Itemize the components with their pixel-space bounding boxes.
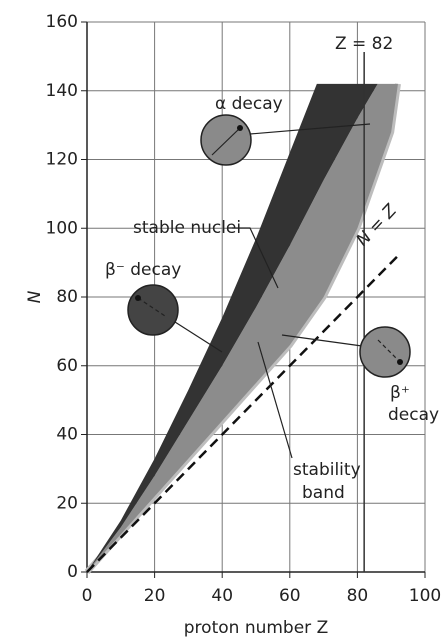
grid: 0 20 40 60 80 100 0 20 40 60 80 100 120 140 160 <box>46 12 442 606</box>
y-tick-label: 20 <box>56 493 78 513</box>
n-equals-z-line <box>86 254 399 573</box>
beta-minus-label: β⁻ decay <box>105 260 181 280</box>
alpha-circle <box>200 114 252 166</box>
y-tick-label: 120 <box>46 150 78 170</box>
y-tick-label: 100 <box>46 218 78 238</box>
alpha-dot <box>237 125 243 131</box>
y-tick-label: 0 <box>67 562 78 582</box>
x-tick-label: 40 <box>211 586 233 606</box>
beta-plus-dot <box>397 359 403 365</box>
y-tick-label: 140 <box>46 81 78 101</box>
beta-minus-circle <box>127 284 179 336</box>
marks: N = ZZ = 82 <box>84 34 401 574</box>
z-82-label: Z = 82 <box>335 34 393 54</box>
band-region <box>87 83 378 572</box>
y-tick-label: 80 <box>56 287 78 307</box>
x-tick-label: 60 <box>279 586 301 606</box>
annotations: α decay β⁻ decay β⁺ decay stable nuclei … <box>105 94 439 503</box>
x-axis-label: proton number Z <box>184 618 328 637</box>
beta-plus-label: decay <box>388 405 439 425</box>
beta-plus-track <box>377 339 401 363</box>
band-label: band <box>302 483 345 503</box>
y-axis-label: N <box>25 290 45 303</box>
x-tick-label: 100 <box>409 586 441 606</box>
leader-line <box>232 227 279 289</box>
y-tick-label: 60 <box>56 356 78 376</box>
alpha-label: α decay <box>215 94 283 114</box>
x-tick-label: 20 <box>144 586 166 606</box>
y-tick-label: 160 <box>46 12 78 32</box>
stable-label: stable nuclei <box>133 218 241 238</box>
leader-line <box>257 341 293 459</box>
alpha-track <box>211 127 241 156</box>
leader-line <box>174 321 223 353</box>
x-tick-label: 80 <box>347 586 369 606</box>
beta-plus-circle <box>359 326 411 378</box>
leader-line <box>249 123 371 135</box>
leader-line <box>281 334 363 347</box>
y-tick-label: 40 <box>56 425 78 445</box>
beta-minus-track <box>137 297 166 317</box>
beta-minus-dot <box>135 295 141 301</box>
band-region <box>87 83 398 572</box>
x-tick-label: 0 <box>82 586 93 606</box>
band-label: stability <box>293 460 361 480</box>
beta-plus-label: β⁺ <box>390 383 410 403</box>
